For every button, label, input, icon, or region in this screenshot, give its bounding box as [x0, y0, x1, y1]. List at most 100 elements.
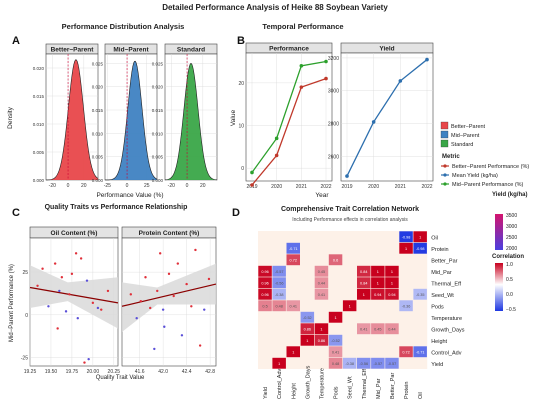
y-tick-label: 0.015	[152, 108, 164, 113]
panel-c-title: Quality Traits vs Performance Relationsh…	[45, 204, 188, 211]
scatter-point	[172, 294, 175, 298]
facet-frame	[245, 52, 333, 182]
cell-label: 1	[278, 362, 280, 366]
cell-label: 0.41	[290, 304, 297, 308]
y-tick-label: 0.020	[152, 85, 164, 90]
cell-label: -0.38	[275, 293, 284, 297]
cell-label: 0.86	[318, 339, 325, 343]
scatter-point	[106, 289, 110, 293]
x-tick-label: 19.50	[45, 369, 58, 375]
heatmap-cell	[258, 300, 272, 312]
density-area	[165, 63, 217, 180]
row-label: Pods	[431, 305, 444, 311]
column-label: Control_Adv	[277, 368, 283, 399]
cell-label: 0.44	[388, 327, 395, 331]
panel-a-xlabel: Performance Value (%)	[96, 192, 163, 199]
cell-label: 1	[419, 235, 421, 239]
row-label: Mid_Par	[431, 270, 452, 276]
heatmap-cell	[314, 334, 329, 346]
y-tick-label: 3200	[328, 56, 339, 62]
facet-label: Protein Content (%)	[139, 230, 200, 237]
scatter-point	[153, 347, 156, 351]
yield-colorbar-tick: 3500	[506, 213, 517, 219]
x-tick-label: 2019	[246, 184, 257, 190]
heatmap-cell	[328, 311, 343, 323]
x-tick-label: 0	[186, 183, 189, 189]
y-tick-label: 0	[241, 166, 244, 172]
panel-label-c: C	[12, 207, 20, 219]
scatter-point	[56, 327, 59, 330]
row-label: Height	[431, 339, 447, 345]
y-tick-label: 0.010	[92, 131, 104, 136]
series-point	[274, 153, 279, 158]
heatmap-cell	[258, 265, 272, 277]
legend-swatch	[440, 139, 449, 148]
heatmap-cell	[385, 323, 399, 335]
heatmap-cell	[258, 277, 272, 289]
cell-label: -0.56	[359, 362, 368, 366]
cell-label: 1	[377, 281, 379, 285]
scatter-point	[176, 262, 180, 265]
heatmap-cell	[371, 357, 385, 369]
heatmap-cell	[272, 300, 286, 312]
x-tick-label: -25	[104, 183, 111, 189]
cell-label: 1	[334, 316, 336, 320]
scatter-point	[41, 267, 44, 270]
scatter-point	[85, 279, 89, 282]
cell-label: -0.52	[331, 339, 340, 343]
scatter-point	[144, 276, 147, 279]
heatmap-cell	[399, 231, 413, 243]
density-outline	[164, 62, 218, 181]
series-point	[250, 183, 254, 187]
cell-label: -0.71	[289, 247, 298, 251]
confidence-band	[122, 263, 216, 332]
cell-label: 0.94	[374, 293, 381, 297]
y-tick-label: 2600	[328, 154, 339, 160]
scatter-point	[91, 301, 95, 305]
scatter-point	[149, 306, 152, 310]
heatmap-cell	[286, 242, 300, 254]
y-tick-label: 0	[25, 313, 28, 319]
x-tick-label: 0	[67, 183, 70, 189]
column-label: Better_Par	[390, 373, 396, 399]
scatter-point	[60, 276, 64, 279]
legend-label: Mid−Parent Performance (%)	[452, 182, 524, 188]
colorbar-tick: 1.0	[506, 262, 513, 268]
x-tick-label: 41.6	[135, 369, 145, 375]
row-label: Temperature	[431, 316, 462, 322]
heatmap-cell	[385, 288, 399, 300]
column-label: Thermal_Eff	[362, 369, 368, 399]
scatter-point	[36, 284, 39, 287]
x-tick-label: 20	[200, 183, 206, 189]
heatmap-cell	[413, 346, 427, 358]
trend-line	[29, 286, 119, 304]
scatter-point	[100, 308, 103, 311]
cell-label: -0.35	[416, 293, 425, 297]
scatter-point	[68, 293, 71, 296]
facet-label: Performance	[269, 46, 309, 53]
scatter-point	[87, 357, 90, 361]
column-label: Mid_Par	[376, 378, 382, 399]
heatmap-cell	[272, 265, 286, 277]
y-tick-label: 3000	[328, 89, 339, 95]
scatter-point	[185, 282, 188, 286]
row-label: Better_Par	[431, 259, 457, 265]
heatmap-cell	[286, 346, 300, 358]
heatmap-cell	[272, 357, 286, 369]
cell-label: 0.96	[261, 281, 268, 285]
yield-legend-title: Yield (kg/ha)	[492, 192, 527, 198]
x-tick-label: 42.0	[158, 369, 168, 375]
scatter-point	[180, 334, 184, 337]
heatmap-cell	[272, 277, 286, 289]
column-label: Temperature	[319, 368, 325, 399]
x-tick-label: 42.8	[205, 369, 215, 375]
panel-b-ylabel: Value	[230, 110, 237, 127]
heatmap-cell	[314, 265, 329, 277]
panel-b: Performance 0 10 20 2019 2020 2021 2022 Yield 260…	[238, 42, 529, 190]
series-point	[324, 76, 328, 81]
cell-label: 0.72	[402, 350, 409, 354]
facet-frame	[340, 52, 434, 182]
row-label: Oil	[431, 236, 438, 242]
y-tick-label: 0.020	[33, 66, 45, 71]
x-tick-label: 42.4	[182, 369, 192, 375]
